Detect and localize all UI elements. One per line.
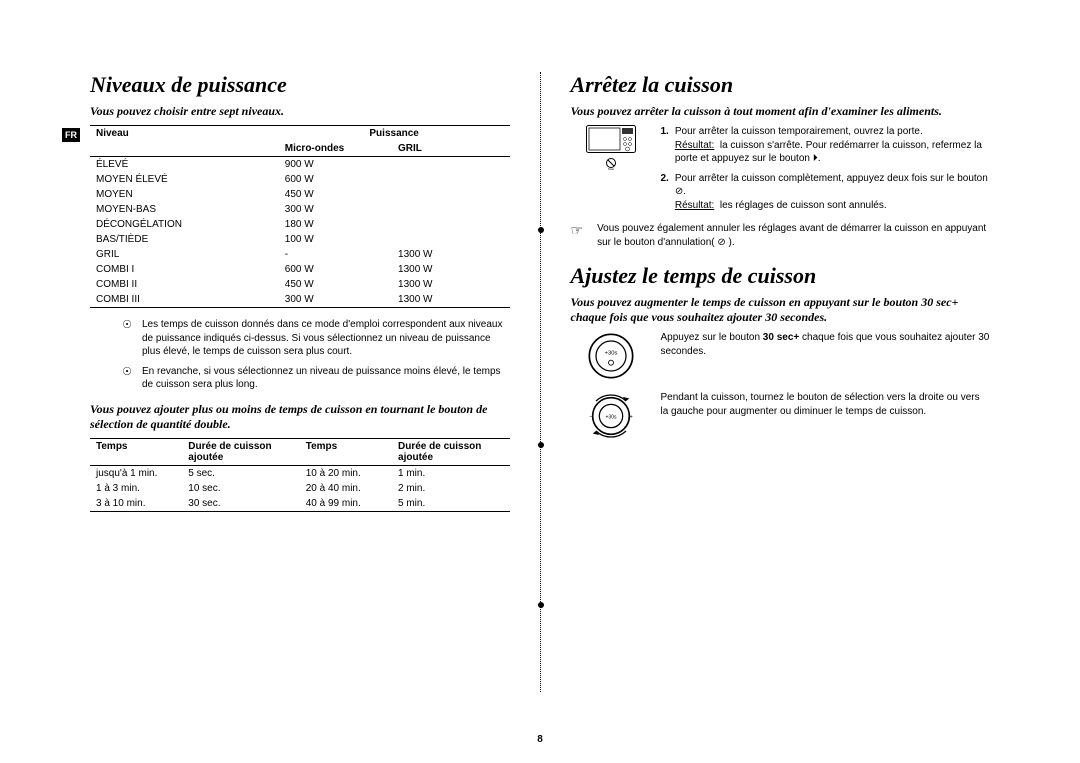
col-header-niveau: Niveau [90, 126, 279, 157]
table-row: DÉCONGÉLATION180 W [90, 217, 510, 232]
step2-result: les réglages de cuisson sont annulés. [720, 200, 887, 211]
section-title-power: Niveaux de puissance [90, 72, 510, 98]
table-row: MOYEN450 W [90, 187, 510, 202]
note-text-2: En revanche, si vous sélectionnez un niv… [142, 365, 510, 392]
svg-text:Stop: Stop [607, 167, 614, 170]
stop-symbol-icon: ⊘ [675, 186, 683, 197]
power-table-body: ÉLEVÉ900 W MOYEN ÉLEVÉ600 W MOYEN450 W M… [90, 157, 510, 308]
section-title-stop: Arrêtez la cuisson [571, 72, 991, 98]
step-number-1: 1. [661, 125, 669, 166]
table-row: GRIL-1300 W [90, 247, 510, 262]
page-number: 8 [0, 734, 1080, 745]
result-label: Résultat: [675, 140, 714, 151]
table-row: ÉLEVÉ900 W [90, 157, 510, 173]
col-header-micro: Micro-ondes [279, 141, 392, 157]
col-header-puissance: Puissance [279, 126, 510, 142]
table-row: jusqu'à 1 min.5 sec.10 à 20 min.1 min. [90, 465, 510, 481]
table-row: COMBI II450 W1300 W [90, 277, 510, 292]
svg-text:+30s: +30s [605, 415, 616, 421]
column-divider [540, 72, 541, 692]
svg-text:+: + [629, 415, 633, 421]
step2-text: Pour arrêter la cuisson complètement, ap… [675, 173, 988, 184]
section-subtitle-adjust: Vous pouvez augmenter le temps de cuisso… [571, 295, 991, 325]
right-column: Arrêtez la cuisson Vous pouvez arrêter l… [571, 72, 991, 692]
step1-text: Pour arrêter la cuisson temporairement, … [675, 126, 923, 137]
adjust-step-1: +30s Appuyez sur le bouton 30 sec+ chaqu… [571, 331, 991, 381]
cancel-note: Vous pouvez également annuler les réglag… [597, 222, 990, 249]
stop-steps: Stop 1. Pour arrêter la cuisson temporai… [571, 125, 991, 212]
manual-page: FR Niveaux de puissance Vous pouvez choi… [0, 0, 1080, 763]
step1-result: la cuisson s'arrête. Pour redémarrer la … [675, 140, 982, 165]
table-row: COMBI III300 W1300 W [90, 292, 510, 308]
table-row: MOYEN ÉLEVÉ600 W [90, 172, 510, 187]
adjust-step-1-text: Appuyez sur le bouton 30 sec+ chaque foi… [661, 331, 991, 381]
svg-text:−: − [589, 415, 593, 421]
microwave-illustration: Stop [571, 125, 651, 212]
section-subtitle-stop: Vous pouvez arrêter la cuisson à tout mo… [571, 104, 991, 119]
svg-text:+30s: +30s [604, 350, 617, 356]
stop-step-text: 1. Pour arrêter la cuisson temporairemen… [661, 125, 991, 212]
table-row: MOYEN-BAS300 W [90, 202, 510, 217]
col-header-dur2: Durée de cuisson ajoutée [392, 438, 509, 465]
table-row: COMBI I600 W1300 W [90, 262, 510, 277]
table-row: BAS/TIÈDE100 W [90, 232, 510, 247]
power-notes: ☉ Les temps de cuisson donnés dans ce mo… [120, 318, 510, 392]
note-text-1: Les temps de cuisson donnés dans ce mode… [142, 318, 510, 359]
table-row: 3 à 10 min.30 sec.40 à 99 min.5 min. [90, 496, 510, 512]
result-label: Résultat: [675, 200, 714, 211]
adjust-step-2-text: Pendant la cuisson, tournez le bouton de… [661, 391, 991, 441]
dial-icon: +30s − + [586, 391, 636, 441]
col-header-time2: Temps [300, 438, 392, 465]
adjust-step-2: +30s − + Pendant la cuisson, tournez le … [571, 391, 991, 441]
col-header-time1: Temps [90, 438, 182, 465]
col-header-gril: GRIL [392, 141, 509, 157]
table-row: 1 à 3 min.10 sec.20 à 40 min.2 min. [90, 481, 510, 496]
left-column: FR Niveaux de puissance Vous pouvez choi… [90, 72, 510, 692]
info-icon: ☉ [120, 365, 134, 392]
col-header-dur1: Durée de cuisson ajoutée [182, 438, 299, 465]
pointing-hand-icon: ☞ [571, 222, 590, 249]
button-30sec-icon: +30s [586, 331, 636, 381]
info-icon: ☉ [120, 318, 134, 359]
microwave-icon: Stop [571, 125, 651, 170]
time-adjust-subtitle: Vous pouvez ajouter plus ou moins de tem… [90, 402, 510, 432]
language-badge: FR [62, 128, 80, 142]
power-levels-table: Niveau Puissance Micro-ondes GRIL ÉLEVÉ9… [90, 125, 510, 308]
time-adjust-table: Temps Durée de cuisson ajoutée Temps Dur… [90, 438, 510, 512]
two-column-layout: FR Niveaux de puissance Vous pouvez choi… [90, 72, 990, 692]
step-number-2: 2. [661, 172, 669, 213]
section-title-adjust: Ajustez le temps de cuisson [571, 263, 991, 289]
section-subtitle-power: Vous pouvez choisir entre sept niveaux. [90, 104, 510, 119]
